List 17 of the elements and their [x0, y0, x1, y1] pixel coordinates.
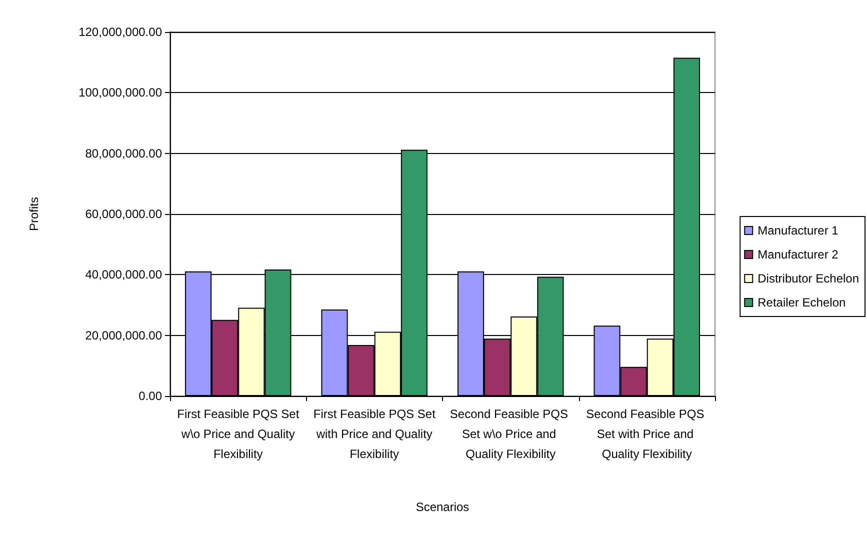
x-tick-label: First Feasible PQS Set w\o Price and Quality Flexibility	[177, 407, 300, 461]
y-axis-title: Profits	[27, 196, 41, 232]
y-tick-label: 100,000,000.00	[78, 86, 162, 100]
y-tick-label: 40,000,000.00	[85, 268, 162, 282]
y-tick-label: 120,000,000.00	[78, 25, 162, 39]
x-tick-label: First Feasible PQS Set with Price and Quality Flexibility	[313, 407, 436, 461]
legend-label: Distributor Echelon	[758, 272, 860, 286]
legend-label: Manufacturer 2	[758, 248, 839, 262]
y-tick-label: 0.00	[138, 389, 162, 403]
y-tick-label: 80,000,000.00	[85, 146, 162, 160]
y-tick-label: 60,000,000.00	[85, 207, 162, 221]
legend-label: Retailer Echelon	[758, 296, 846, 310]
x-axis-title: Scenarios	[416, 500, 470, 514]
x-tick-label: Second Feasible PQS Set with Price and Quality Flexibility	[586, 407, 708, 461]
x-tick-label: Second Feasible PQS Set w\o Price and Quality Flexibility	[450, 407, 572, 461]
y-tick-label: 20,000,000.00	[85, 328, 162, 342]
legend-label: Manufacturer 1	[758, 224, 839, 238]
